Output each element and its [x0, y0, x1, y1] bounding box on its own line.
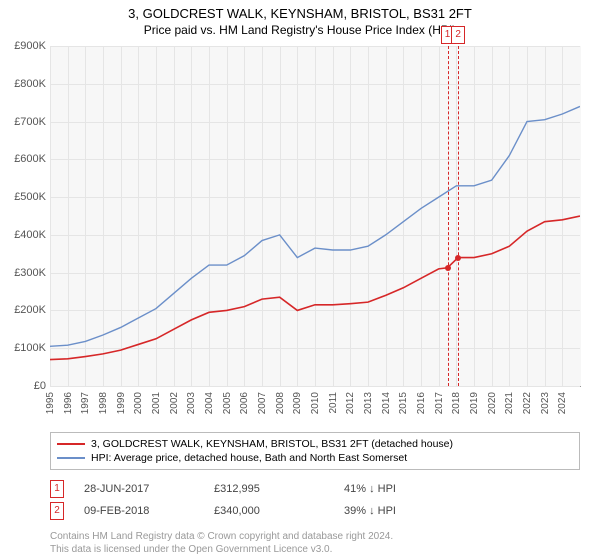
chart-title: 3, GOLDCREST WALK, KEYNSHAM, BRISTOL, BS… [0, 0, 600, 21]
marker-id-box: 1 [50, 480, 64, 498]
xtick-label: 2022 [522, 392, 533, 414]
ytick-label: £800K [14, 78, 46, 90]
ytick-label: £0 [34, 380, 46, 392]
ytick-label: £700K [14, 116, 46, 128]
marker-cell-pct: 41% ↓ HPI [344, 483, 474, 495]
legend-swatch [57, 457, 85, 459]
legend-item: 3, GOLDCREST WALK, KEYNSHAM, BRISTOL, BS… [57, 437, 573, 451]
ytick-label: £100K [14, 342, 46, 354]
xtick-label: 2023 [540, 392, 551, 414]
marker-table-row: 1 28-JUN-2017£312,99541% ↓ HPI [50, 478, 580, 500]
xtick-label: 2018 [451, 392, 462, 414]
xtick-label: 1999 [116, 392, 127, 414]
marker-cell-price: £312,995 [214, 483, 344, 495]
marker-cell-date: 09-FEB-2018 [84, 505, 214, 517]
line-series [50, 46, 580, 386]
xtick-label: 2012 [345, 392, 356, 414]
marker-id-box: 2 [50, 502, 64, 520]
data-point [455, 255, 461, 261]
ytick-label: £400K [14, 229, 46, 241]
xtick-label: 1998 [98, 392, 109, 414]
xtick-label: 2011 [328, 392, 339, 414]
xtick-label: 2017 [434, 392, 445, 414]
marker-cell-price: £340,000 [214, 505, 344, 517]
marker-cell-pct: 39% ↓ HPI [344, 505, 474, 517]
xtick-label: 2015 [398, 392, 409, 414]
ytick-label: £600K [14, 153, 46, 165]
xtick-label: 2024 [557, 392, 568, 414]
xtick-label: 1996 [63, 392, 74, 414]
xtick-label: 2006 [239, 392, 250, 414]
marker-table-row: 2 09-FEB-2018£340,00039% ↓ HPI [50, 500, 580, 522]
xtick-label: 2021 [504, 392, 515, 414]
xtick-label: 2008 [275, 392, 286, 414]
legend-swatch [57, 443, 85, 445]
legend-label: HPI: Average price, detached house, Bath… [91, 452, 407, 464]
legend-item: HPI: Average price, detached house, Bath… [57, 451, 573, 465]
marker-table: 1 28-JUN-2017£312,99541% ↓ HPI 2 09-FEB-201… [50, 478, 580, 522]
attribution-line2: This data is licensed under the Open Gov… [50, 543, 393, 556]
xtick-label: 1995 [45, 392, 56, 414]
chart-area: £0£100K£200K£300K£400K£500K£600K£700K£80… [50, 46, 580, 386]
ytick-label: £500K [14, 191, 46, 203]
xtick-label: 2007 [257, 392, 268, 414]
legend: 3, GOLDCREST WALK, KEYNSHAM, BRISTOL, BS… [50, 432, 580, 470]
data-point [445, 265, 451, 271]
marker-label: 2 [451, 26, 465, 44]
chart-container: 3, GOLDCREST WALK, KEYNSHAM, BRISTOL, BS… [0, 0, 600, 560]
attribution-line1: Contains HM Land Registry data © Crown c… [50, 530, 393, 543]
xtick-label: 1997 [80, 392, 91, 414]
xtick-label: 2001 [151, 392, 162, 414]
xtick-label: 2009 [292, 392, 303, 414]
xtick-label: 2000 [133, 392, 144, 414]
xtick-label: 2005 [222, 392, 233, 414]
ytick-label: £900K [14, 40, 46, 52]
legend-label: 3, GOLDCREST WALK, KEYNSHAM, BRISTOL, BS… [91, 438, 453, 450]
xtick-label: 2014 [381, 392, 392, 414]
attribution: Contains HM Land Registry data © Crown c… [50, 530, 393, 556]
xtick-label: 2016 [416, 392, 427, 414]
ytick-label: £300K [14, 267, 46, 279]
xtick-label: 2019 [469, 392, 480, 414]
xtick-label: 2003 [186, 392, 197, 414]
xtick-label: 2002 [169, 392, 180, 414]
xtick-label: 2020 [487, 392, 498, 414]
xtick-label: 2004 [204, 392, 215, 414]
marker-cell-date: 28-JUN-2017 [84, 483, 214, 495]
xtick-label: 2013 [363, 392, 374, 414]
chart-subtitle: Price paid vs. HM Land Registry's House … [0, 21, 600, 37]
ytick-label: £200K [14, 304, 46, 316]
xtick-label: 2010 [310, 392, 321, 414]
